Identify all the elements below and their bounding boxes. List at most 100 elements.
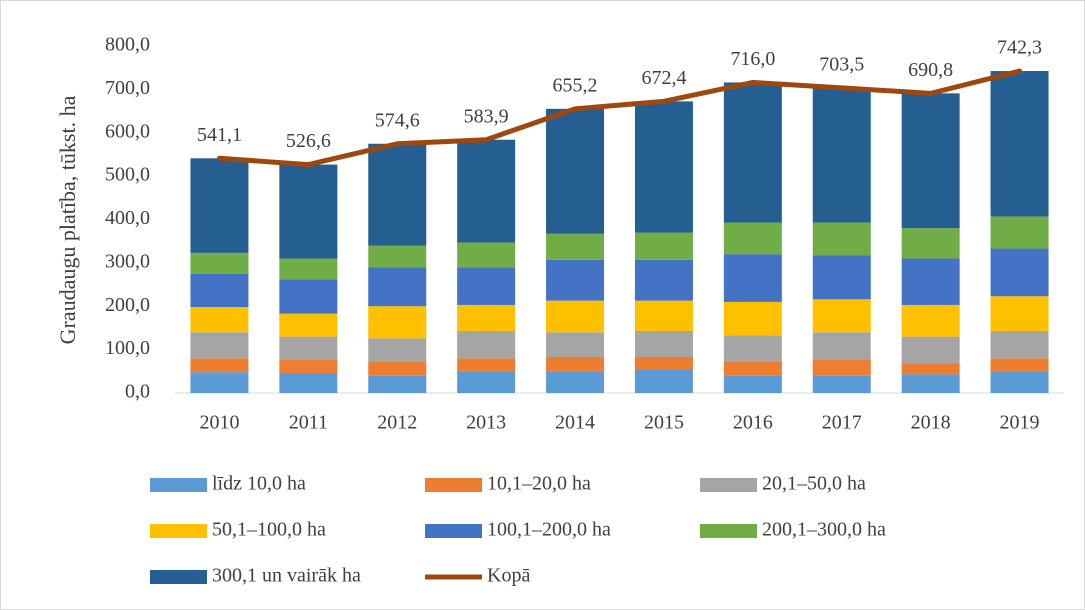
bar-segment [457,139,516,243]
bar-segment [723,82,782,223]
bar-segment [190,358,249,373]
bar-segment [901,304,960,337]
bar-segment [634,356,693,371]
bar-segment [812,360,871,376]
x-tick-label: 2014 [555,412,595,434]
bar-segment [457,358,516,372]
total-line [216,68,1023,168]
y-tick-label: 500,0 [105,164,150,186]
data-label: 655,2 [553,74,598,96]
legend-label: līdz 10,0 ha [212,473,306,495]
bar-segment [546,332,605,357]
bar-segment [723,335,782,362]
legend-label: 10,1–20,0 ha [487,473,591,495]
y-tick-label: 600,0 [105,120,150,142]
legend-swatch [150,478,207,492]
legend-label: 300,1 un vairāk ha [212,565,361,587]
bar-segment [546,259,605,301]
bar-segment [368,338,427,362]
bar-segment [190,332,249,359]
x-tick-label: 2013 [466,412,506,434]
y-tick-label: 100,0 [105,337,150,359]
data-label: 716,0 [730,48,775,70]
legend-swatch [700,524,757,538]
bar-segment [368,306,427,339]
bar-segment [190,273,249,308]
legend-label: 20,1–50,0 ha [762,473,866,495]
bar-segment [546,371,605,393]
bar-segment [279,360,338,374]
bar-segment [812,255,871,300]
data-label: 703,5 [819,53,864,75]
bar-segment [279,313,338,337]
bar-segment [546,233,605,260]
y-tick-label: 300,0 [105,250,150,272]
bar-segment [990,216,1049,249]
bar-segment [457,330,516,359]
x-tick-label: 2012 [377,412,417,434]
data-label: 526,6 [286,130,331,152]
x-tick-label: 2018 [911,412,951,434]
x-tick-label: 2015 [644,412,684,434]
legend-swatch [425,524,482,538]
legend-swatch [700,478,757,492]
bar-segment [901,363,960,375]
x-tick-label: 2016 [733,412,773,434]
bar-segment [812,332,871,361]
data-label: 742,3 [997,37,1042,59]
bar-segment [901,374,960,393]
x-tick-label: 2019 [1000,412,1040,434]
bar-segment [812,222,871,256]
bar-segment [990,248,1049,297]
bar-segment [634,232,693,260]
y-tick-label: 200,0 [105,294,150,316]
bar-segment [279,279,338,314]
y-axis-label: Graudaugu platība, tūkst. ha [55,95,80,344]
data-label: 690,8 [908,59,953,81]
bar-segment [901,336,960,364]
bar-segment [546,300,605,333]
bar-segment [990,371,1049,393]
bar-segment [634,300,693,331]
y-tick-label: 700,0 [105,77,150,99]
bar-segment [368,245,427,268]
bar-segment [457,267,516,305]
bar-segment [812,87,871,223]
bar-segment [901,93,960,229]
bar-segment [634,101,693,233]
legend-swatch [150,524,207,538]
bar-segment [368,361,427,376]
bar-segment [368,267,427,307]
legend-label: 50,1–100,0 ha [212,519,326,541]
legend-label: Kopā [487,565,530,587]
legend-label: 200,1–300,0 ha [762,519,886,541]
legend-swatch [425,478,482,492]
bar-segment [457,304,516,331]
legend-label: 100,1–200,0 ha [487,519,611,541]
bar-segment [990,71,1049,217]
bar-segment [812,375,871,393]
bar-segment [634,259,693,301]
bar-segment [723,375,782,393]
bar-segment [901,258,960,305]
bar-segment [990,296,1049,331]
bar-segment [634,370,693,393]
data-label: 672,4 [641,67,686,89]
x-tick-label: 2017 [822,412,862,434]
data-label: 574,6 [375,109,420,131]
bar-segment [546,356,605,372]
bar-segment [279,373,338,393]
data-label: 541,1 [197,124,242,146]
bar-segment [901,228,960,259]
bar-segment [723,222,782,255]
bar-segment [368,143,427,246]
bar-segment [368,375,427,393]
bar-segment [190,252,249,274]
y-tick-label: 400,0 [105,207,150,229]
bar-segment [990,358,1049,372]
bar-segment [457,242,516,268]
bar-segment [634,330,693,357]
bar-segment [723,254,782,302]
bar-segment [990,330,1049,359]
